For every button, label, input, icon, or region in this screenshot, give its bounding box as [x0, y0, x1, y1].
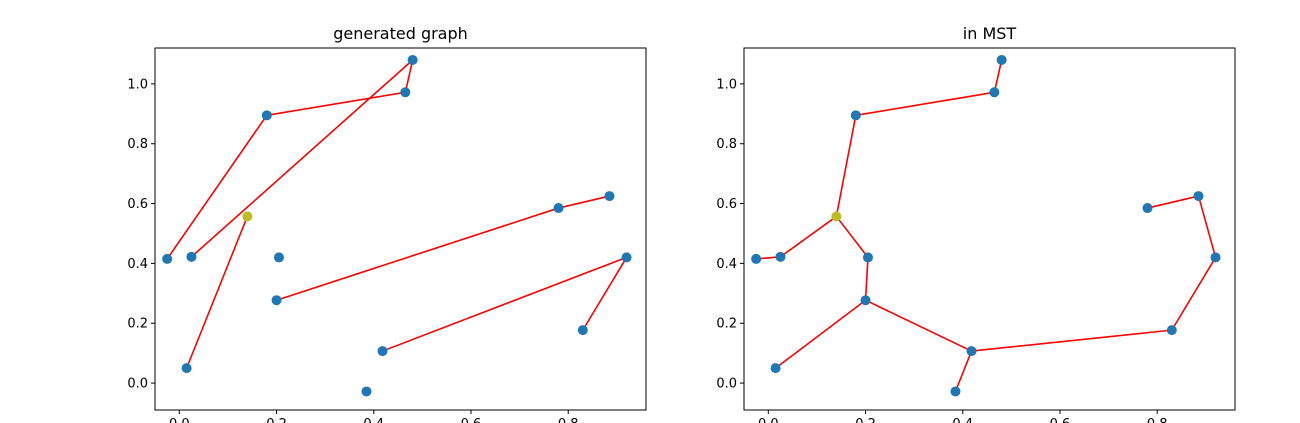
edge-9: [954, 350, 973, 392]
edge-group: [166, 59, 628, 369]
x-tick-group: 0.0 0.2 0.4 0.6 0.8: [758, 410, 1168, 423]
y-tick-label-0: 0.0: [127, 377, 148, 392]
data-point-4: [273, 252, 284, 263]
edge-1: [266, 91, 406, 117]
point-group: [162, 54, 632, 397]
edge-7: [382, 256, 627, 352]
edge-0: [166, 114, 268, 260]
data-point-7: [966, 346, 977, 357]
y-tick-label-4: 0.8: [716, 137, 737, 152]
y-tick-group: 0.0 0.2 0.4 0.6 0.8 1.0: [127, 77, 155, 392]
edge-3: [190, 59, 414, 258]
x-tick-label-1: 0.2: [855, 417, 876, 423]
data-point-0: [162, 253, 173, 264]
data-point-2: [181, 363, 192, 374]
chart-in-mst: in MST 0.00.20.40.60.81.0 0.00.20.40.60.…: [716, 24, 1236, 423]
data-point-9: [407, 54, 418, 65]
y-tick-label-2: 0.4: [716, 257, 737, 272]
edge-2: [835, 115, 857, 217]
x-tick-group: 0.0 0.2 0.4 0.6 0.8: [169, 410, 579, 423]
y-tick-label-5: 1.0: [716, 77, 737, 92]
y-tick-label-2: 0.4: [127, 257, 148, 272]
x-tick-label-4: 0.8: [558, 417, 579, 423]
data-point-13: [621, 252, 632, 263]
edge-1: [779, 215, 837, 258]
edge-4: [993, 59, 1003, 93]
data-point-6: [950, 386, 961, 397]
x-tick-label-2: 0.4: [363, 417, 384, 423]
point-group: [751, 54, 1221, 397]
data-point-13: [1210, 252, 1221, 263]
x-tick-label-2: 0.4: [952, 417, 973, 423]
y-tick-label-1: 0.2: [127, 317, 148, 332]
data-point-3: [261, 110, 272, 121]
data-point-3: [850, 110, 861, 121]
y-tick-label-5: 1.0: [127, 77, 148, 92]
edge-2: [404, 59, 414, 93]
y-tick-label-0: 0.0: [716, 377, 737, 392]
data-point-10: [553, 203, 564, 214]
highlight-point: [831, 211, 842, 222]
data-point-2: [770, 363, 781, 374]
y-tick-label-3: 0.6: [127, 197, 148, 212]
data-point-6: [361, 386, 372, 397]
chart-generated-graph: generated graph 0.00.20.40.60.81.0 0.00.…: [127, 24, 647, 423]
x-tick-label-0: 0.0: [758, 417, 779, 423]
data-point-1: [775, 251, 786, 262]
edge-group: [756, 59, 1217, 392]
edge-4: [185, 216, 249, 369]
data-point-5: [860, 295, 871, 306]
data-point-5: [271, 295, 282, 306]
data-point-11: [577, 325, 588, 336]
edge-5: [276, 207, 559, 301]
data-point-8: [989, 87, 1000, 98]
chart-title: in MST: [963, 24, 1017, 43]
data-point-9: [996, 54, 1007, 65]
data-point-0: [751, 253, 762, 264]
edge-12: [1197, 195, 1217, 258]
data-point-11: [1166, 325, 1177, 336]
data-point-4: [862, 252, 873, 263]
data-point-7: [377, 346, 388, 357]
data-point-1: [186, 251, 197, 262]
edge-10: [971, 329, 1172, 352]
chart-title: generated graph: [333, 24, 468, 43]
highlight-point: [242, 211, 253, 222]
y-tick-label-3: 0.6: [716, 197, 737, 212]
x-tick-label-3: 0.6: [461, 417, 482, 423]
y-tick-group: 0.0 0.2 0.4 0.6 0.8 1.0: [716, 77, 744, 392]
plot-frame: [743, 47, 1236, 411]
data-point-10: [1142, 203, 1153, 214]
x-tick-label-4: 0.8: [1147, 417, 1168, 423]
x-tick-label-0: 0.0: [169, 417, 190, 423]
edge-6: [558, 195, 610, 209]
y-tick-label-4: 0.8: [127, 137, 148, 152]
data-point-12: [604, 191, 615, 202]
edge-8: [865, 299, 972, 352]
edge-8: [582, 257, 628, 331]
data-point-8: [400, 87, 411, 98]
x-tick-label-1: 0.2: [266, 417, 287, 423]
data-point-12: [1193, 191, 1204, 202]
edge-11: [1171, 257, 1217, 331]
edge-7: [775, 299, 867, 369]
edge-3: [855, 91, 995, 117]
x-tick-label-3: 0.6: [1050, 417, 1071, 423]
edge-13: [1147, 195, 1199, 209]
edge-6: [864, 257, 869, 301]
edge-5: [835, 215, 869, 258]
y-tick-label-1: 0.2: [716, 317, 737, 332]
plot-frame: [154, 47, 647, 411]
